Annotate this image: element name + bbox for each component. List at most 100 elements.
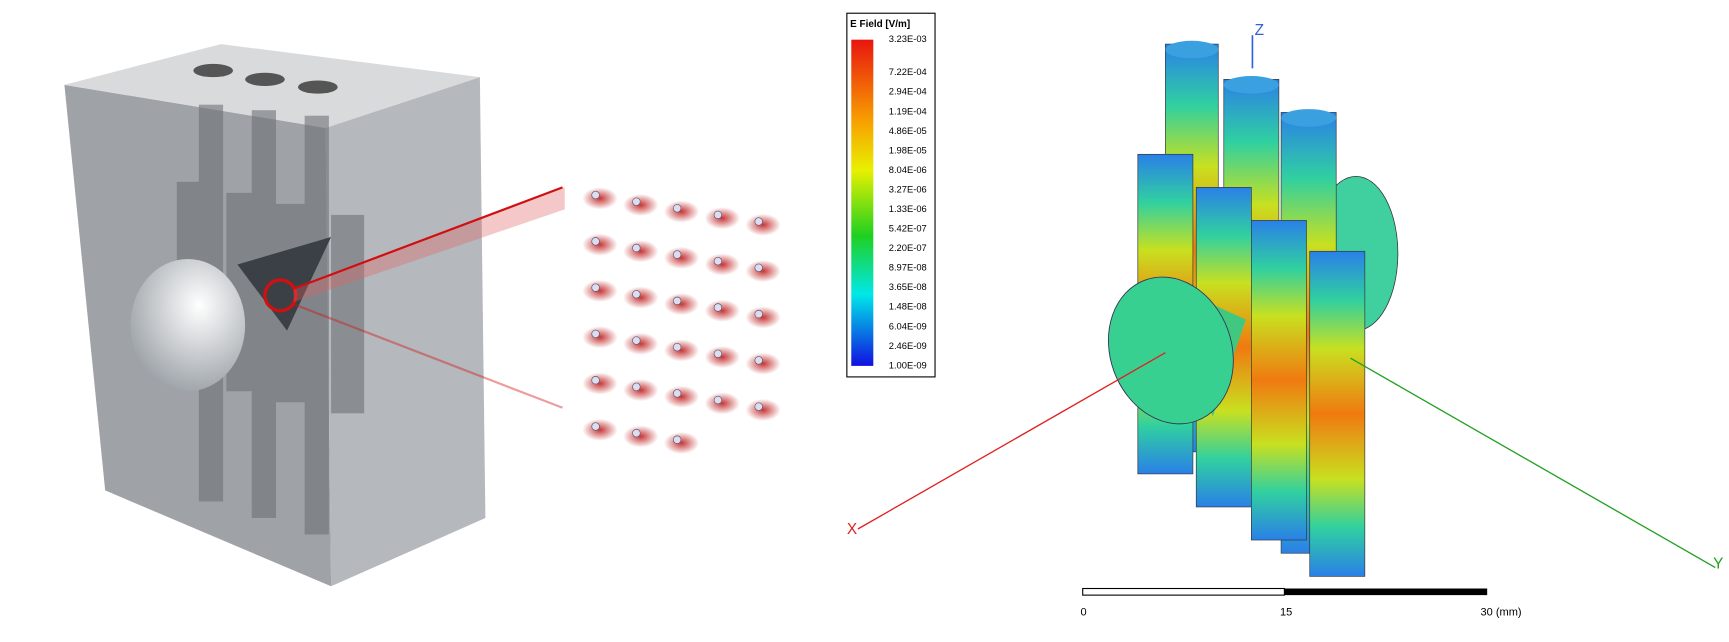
- lattice-glow: [745, 213, 781, 236]
- lattice-atom: [713, 303, 723, 312]
- lattice-atom: [754, 402, 763, 411]
- lattice-glow: [582, 418, 618, 441]
- z-label: Z: [1255, 22, 1264, 39]
- lattice-atom: [672, 342, 682, 352]
- lattice-atom: [632, 336, 641, 345]
- legend-labels: 3.23E-03 7.22E-04 2.94E-04 1.19E-04 4.86E-05…: [889, 34, 927, 370]
- lattice-atom: [591, 422, 600, 431]
- legend-label: 2.94E-04: [889, 87, 927, 97]
- legend-label: 2.46E-09: [889, 341, 927, 351]
- legend-label: 5.42E-07: [889, 224, 927, 234]
- lattice-atom: [591, 329, 600, 339]
- lattice-atom: [754, 217, 763, 226]
- cyl-top: [1223, 76, 1279, 94]
- scale-bar: [1284, 588, 1488, 596]
- lattice-glow: [623, 240, 659, 263]
- lattice-glow: [663, 293, 700, 316]
- lattice-glow: [704, 207, 740, 230]
- hole: [298, 80, 338, 94]
- x-axis: [857, 352, 1166, 530]
- lattice-atom: [672, 296, 682, 306]
- lattice-glow: [582, 326, 618, 349]
- lattice-glow: [582, 372, 618, 395]
- lattice-atom: [591, 190, 600, 200]
- y-label: Y: [1713, 555, 1723, 572]
- box-top: [64, 44, 480, 128]
- x-label: X: [847, 521, 857, 538]
- legend-label: 6.04E-09: [889, 321, 927, 331]
- legend-label: 8.04E-06: [889, 165, 927, 175]
- scale-label: 15: [1280, 607, 1292, 619]
- legend-label: 3.27E-06: [889, 184, 927, 194]
- callout-circle: [263, 278, 298, 313]
- lattice-glow: [704, 299, 740, 322]
- y-axis: [1350, 357, 1716, 569]
- front-disc: [1107, 276, 1234, 425]
- legend-label: 1.48E-08: [889, 302, 927, 312]
- lattice-glow: [623, 425, 659, 448]
- lattice-glow: [663, 385, 700, 408]
- callout-line: [293, 303, 563, 409]
- callout-line: [293, 186, 563, 290]
- legend: E Field [V/m] 3.23E-03 7.22E-04 2.94E-04 1.…: [846, 12, 936, 378]
- legend-label: 8.97E-08: [889, 263, 927, 273]
- lattice-glow: [745, 260, 781, 283]
- cone: [237, 236, 332, 331]
- lattice-glow: [663, 339, 700, 362]
- lattice-glow: [582, 233, 618, 256]
- lattice-glow: [623, 379, 659, 402]
- lattice-atom: [632, 243, 641, 253]
- legend-label: 2.20E-07: [889, 243, 927, 253]
- legend-label: 1.00E-09: [889, 360, 927, 370]
- lattice-glow: [582, 187, 618, 210]
- lattice-atom: [591, 283, 600, 292]
- legend-label: 7.22E-04: [889, 67, 927, 77]
- lattice-glow: [745, 398, 781, 421]
- lattice-atom: [632, 290, 641, 299]
- lattice-glow: [663, 246, 700, 269]
- lattice-glow: [582, 279, 618, 302]
- lattice-glow: [623, 193, 659, 217]
- legend-label: 1.33E-06: [889, 204, 927, 214]
- callout-ray: [293, 187, 565, 302]
- lattice: [582, 187, 781, 455]
- lattice-atom: [591, 376, 600, 385]
- lattice-atom: [672, 389, 682, 398]
- cyl-top: [1281, 109, 1337, 127]
- lattice-atom: [754, 356, 763, 365]
- hole: [245, 72, 285, 86]
- lattice-atom: [632, 197, 641, 206]
- lattice-glow: [663, 200, 700, 223]
- lattice-atom: [713, 349, 723, 358]
- color-bar: [851, 39, 874, 366]
- lattice-atom: [672, 250, 682, 259]
- legend-label: 3.23E-03: [889, 34, 927, 44]
- lattice-atom: [591, 237, 600, 246]
- scale-label: 30 (mm): [1481, 607, 1522, 619]
- lattice-atom: [754, 309, 763, 319]
- lattice-glow: [623, 332, 659, 355]
- lattice-glow: [623, 286, 659, 309]
- legend-label: 1.19E-04: [889, 106, 927, 116]
- legend-title: E Field [V/m]: [850, 19, 910, 30]
- lattice-glow: [704, 392, 740, 415]
- lattice-atom: [632, 382, 641, 392]
- device-render: [64, 44, 781, 587]
- lattice-glow: [745, 306, 781, 329]
- lattice-atom: [713, 210, 723, 220]
- lattice-atom: [672, 435, 682, 444]
- scale-label: 0: [1081, 607, 1087, 619]
- lattice-glow: [704, 253, 740, 276]
- legend-label: 1.98E-05: [889, 145, 927, 155]
- cyl-top: [1165, 40, 1219, 59]
- lattice-atom: [713, 395, 723, 405]
- hole: [193, 63, 234, 78]
- lattice-atom: [754, 263, 763, 272]
- scale-bar: [1082, 587, 1285, 596]
- lattice-atom: [672, 204, 682, 213]
- lattice-glow: [663, 432, 700, 455]
- box-side: [325, 77, 486, 587]
- lattice-atom: [632, 428, 641, 438]
